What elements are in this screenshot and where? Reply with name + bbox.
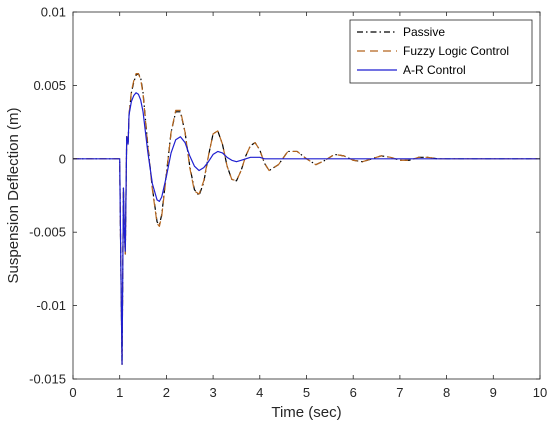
x-axis-label: Time (sec) <box>271 404 341 421</box>
series-line-2 <box>73 92 540 365</box>
y-tick-label: -0.01 <box>36 298 66 313</box>
y-tick-label: 0 <box>59 151 66 166</box>
legend-entries: Passive Fuzzy Logic Control A-R Control <box>357 25 509 77</box>
y-tick-label: 0.005 <box>33 78 66 93</box>
y-tick-label: -0.015 <box>29 372 66 387</box>
y-tick-label: -0.005 <box>29 225 66 240</box>
x-tick-label: 6 <box>350 385 357 400</box>
x-axis-ticks: 0 1 2 3 4 5 6 7 8 9 10 <box>69 12 547 400</box>
legend-label: Fuzzy Logic Control <box>403 44 509 58</box>
series-layer <box>73 73 540 365</box>
legend-label: A-R Control <box>403 63 466 77</box>
x-tick-label: 8 <box>443 385 450 400</box>
x-tick-label: 5 <box>303 385 310 400</box>
x-tick-label: 0 <box>69 385 76 400</box>
series-line-1 <box>73 73 540 365</box>
x-tick-label: 7 <box>396 385 403 400</box>
x-tick-label: 3 <box>209 385 216 400</box>
y-tick-label: 0.01 <box>41 5 66 20</box>
legend: Passive Fuzzy Logic Control A-R Control <box>349 19 533 84</box>
x-tick-label: 10 <box>533 385 547 400</box>
x-tick-label: 2 <box>163 385 170 400</box>
x-tick-label: 9 <box>490 385 497 400</box>
y-axis-ticks: 0.01 0.005 0 -0.005 -0.01 -0.015 <box>29 5 540 387</box>
y-axis-label: Suspension Deflection (m) <box>5 108 22 284</box>
legend-label: Passive <box>403 25 445 39</box>
x-tick-label: 4 <box>256 385 263 400</box>
x-tick-label: 1 <box>116 385 123 400</box>
legend-box <box>349 19 533 84</box>
